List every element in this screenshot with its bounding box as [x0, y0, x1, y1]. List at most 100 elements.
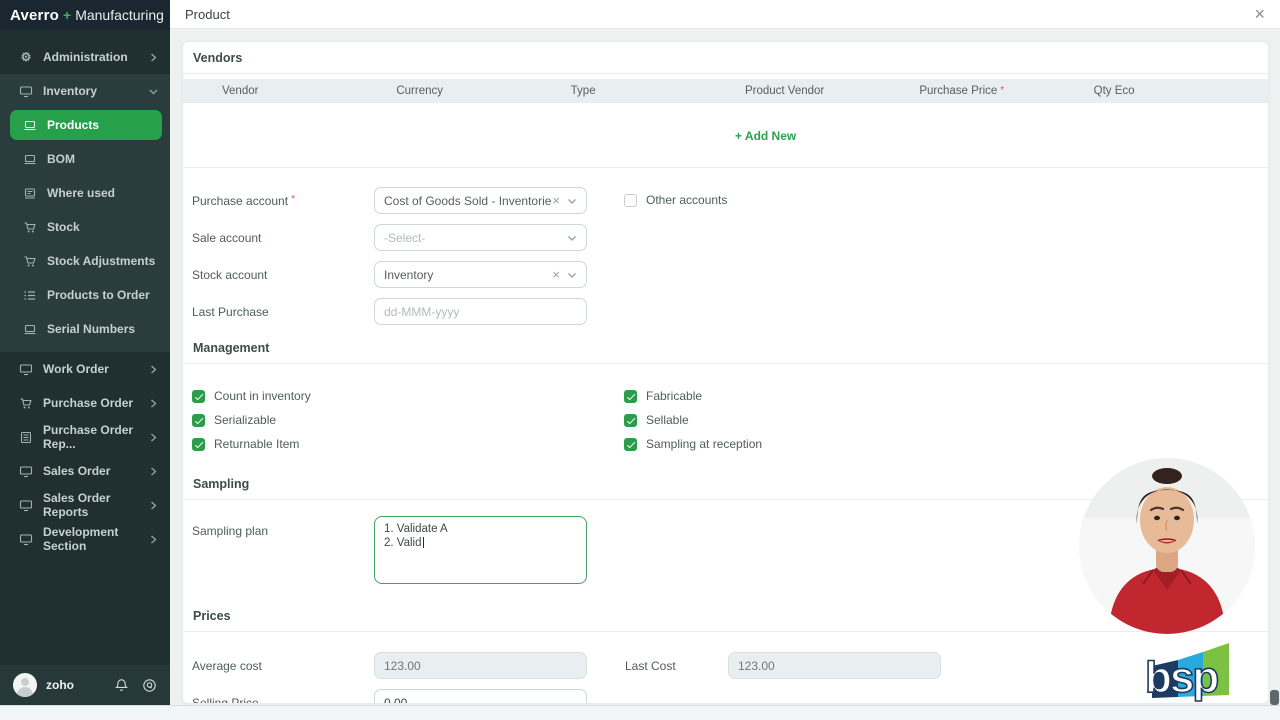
sidebar-item-work-order[interactable]: Work Order	[0, 352, 170, 386]
column-header-type: Type	[570, 85, 596, 97]
last-purchase-input[interactable]	[374, 298, 587, 325]
count-in-inventory-option[interactable]: Count in inventory	[192, 384, 624, 408]
chevron-down-icon	[567, 197, 577, 205]
sidebar-item-label: Serial Numbers	[47, 322, 136, 336]
sidebar-item-stock-adjustments[interactable]: Stock Adjustments	[0, 244, 170, 278]
sidebar-nav: ⚙ Administration Inventory Products BOM …	[0, 30, 170, 556]
scrollbar-thumb[interactable]	[1270, 690, 1279, 705]
selling-price-row: Selling Price	[183, 689, 1268, 703]
sidebar-item-purchase-order[interactable]: Purchase Order	[0, 386, 170, 420]
sale-account-select[interactable]: -Select-	[374, 224, 587, 251]
accounts-form: Purchase account * Cost of Goods Sold - I…	[183, 168, 1268, 330]
plus-icon: +	[63, 7, 72, 23]
vendors-table-header: Vendor Currency Type Product Vendor Purc…	[183, 79, 1268, 103]
returnable-item-option[interactable]: Returnable Item	[192, 432, 624, 456]
sidebar-item-label: Development Section	[43, 525, 119, 553]
user-avatar[interactable]	[13, 673, 37, 697]
close-icon[interactable]: ×	[1254, 4, 1265, 24]
inventory-group: Inventory Products BOM Where used Stock	[0, 74, 170, 352]
sidebar-item-products[interactable]: Products	[10, 110, 162, 140]
sidebar-item-inventory[interactable]: Inventory	[0, 74, 170, 108]
support-icon[interactable]	[142, 678, 157, 693]
sidebar-item-products-to-order[interactable]: Products to Order	[0, 278, 170, 312]
sidebar-item-label: Work Order	[43, 362, 109, 376]
divider	[183, 631, 1268, 632]
sidebar-item-administration[interactable]: ⚙ Administration	[0, 40, 170, 74]
vendors-section-title: Vendors	[193, 51, 243, 65]
laptop-icon	[22, 152, 38, 166]
column-header-product-vendor: Product Vendor	[744, 85, 825, 97]
serializable-checkbox[interactable]	[192, 413, 205, 427]
sidebar-item-where-used[interactable]: Where used	[0, 176, 170, 210]
app-logo: Averro + Manufacturing	[0, 0, 170, 30]
sidebar-item-label: Sales Order Reports	[43, 491, 111, 519]
divider	[183, 499, 1268, 500]
sampling-plan-row: Sampling plan 1. Validate A 2. Valid	[183, 516, 1268, 584]
purchase-account-select[interactable]: Cost of Goods Sold - Inventoried I... ×	[374, 187, 587, 214]
cart-icon	[22, 220, 38, 234]
sidebar-item-development-section[interactable]: Development Section	[0, 522, 170, 556]
monitor-icon	[18, 532, 34, 546]
monitor-icon	[18, 464, 34, 478]
column-header-qty-eco: Qty Eco	[1093, 85, 1135, 97]
sampling-at-reception-checkbox[interactable]	[624, 437, 637, 451]
username: zoho	[46, 678, 74, 692]
window-bottom-edge	[0, 705, 1280, 720]
sidebar-item-label: Sales Order	[43, 464, 111, 478]
sidebar-item-label: Purchase Order Rep...	[43, 423, 134, 451]
vendors-empty-area: + Add New	[183, 103, 1268, 167]
sampling-plan-textarea[interactable]: 1. Validate A 2. Valid	[374, 516, 587, 584]
sidebar-item-sales-order[interactable]: Sales Order	[0, 454, 170, 488]
chevron-right-icon	[149, 398, 158, 408]
sidebar-item-label: Products to Order	[47, 288, 150, 302]
sidebar-item-label: Administration	[43, 50, 128, 64]
sidebar-item-label: Inventory	[43, 84, 98, 98]
chevron-right-icon	[149, 432, 158, 442]
cart-icon	[18, 396, 34, 410]
sampling-plan-label: Sampling plan	[192, 524, 269, 538]
clear-icon[interactable]: ×	[552, 193, 560, 208]
bell-icon[interactable]	[114, 678, 129, 693]
management-section-title: Management	[193, 341, 270, 355]
other-accounts-option[interactable]: Other accounts	[624, 193, 727, 207]
sidebar-item-purchase-order-reports[interactable]: Purchase Order Rep...	[0, 420, 170, 454]
sidebar-item-label: Stock Adjustments	[47, 254, 156, 268]
serializable-option[interactable]: Serializable	[192, 408, 624, 432]
average-cost-input	[374, 652, 587, 679]
last-purchase-label: Last Purchase	[192, 304, 269, 319]
brand-suffix: Manufacturing	[75, 7, 164, 23]
sampling-at-reception-option[interactable]: Sampling at reception	[624, 432, 1056, 456]
management-checkboxes: Count in inventory Serializable Returnab…	[183, 384, 1268, 456]
sidebar-item-bom[interactable]: BOM	[0, 142, 170, 176]
sidebar-item-serial-numbers[interactable]: Serial Numbers	[0, 312, 170, 346]
fabricable-option[interactable]: Fabricable	[624, 384, 1056, 408]
sidebar-item-stock[interactable]: Stock	[0, 210, 170, 244]
stock-account-select[interactable]: Inventory ×	[374, 261, 587, 288]
sellable-option[interactable]: Sellable	[624, 408, 1056, 432]
add-new-button[interactable]: + Add New	[735, 129, 797, 143]
cart-icon	[22, 254, 38, 268]
chevron-down-icon	[149, 87, 158, 96]
list-icon	[22, 288, 38, 302]
column-header-currency: Currency	[396, 85, 443, 97]
prices-section-title: Prices	[193, 609, 231, 623]
laptop-icon	[22, 322, 38, 336]
selling-price-input[interactable]	[374, 689, 587, 703]
clear-icon[interactable]: ×	[552, 267, 560, 282]
average-cost-label: Average cost	[192, 658, 262, 673]
sidebar-footer: zoho	[0, 665, 170, 705]
sidebar-item-sales-order-reports[interactable]: Sales Order Reports	[0, 488, 170, 522]
count-in-inventory-checkbox[interactable]	[192, 389, 205, 403]
required-asterisk: *	[1000, 85, 1005, 96]
cost-row: Average cost Last Cost	[183, 652, 1268, 679]
returnable-item-checkbox[interactable]	[192, 437, 205, 451]
fabricable-checkbox[interactable]	[624, 389, 637, 403]
other-accounts-checkbox[interactable]	[624, 193, 637, 207]
sampling-section-title: Sampling	[193, 477, 250, 491]
sellable-checkbox[interactable]	[624, 413, 637, 427]
sidebar-item-label: Stock	[47, 220, 80, 234]
product-form-card: Vendors Vendor Currency Type Product Ven…	[183, 42, 1268, 703]
monitor-icon	[18, 84, 34, 98]
brand-name: Averro	[10, 6, 59, 24]
chevron-right-icon	[149, 364, 158, 374]
